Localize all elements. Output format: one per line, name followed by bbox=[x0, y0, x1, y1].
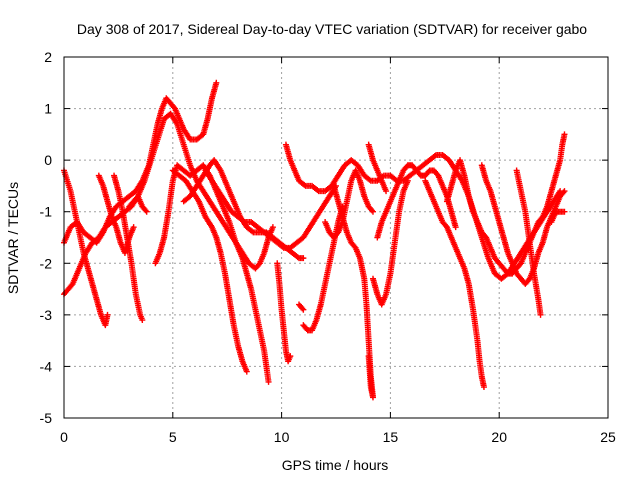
y-tick-label: -2 bbox=[40, 255, 53, 271]
data-point bbox=[560, 189, 567, 196]
series-arc-16 bbox=[330, 182, 376, 401]
data-point bbox=[480, 384, 487, 391]
data-point bbox=[300, 306, 307, 313]
data-point bbox=[404, 177, 411, 184]
data-point bbox=[68, 282, 75, 289]
data-point bbox=[255, 261, 262, 268]
series-arc-8 bbox=[169, 167, 250, 375]
series-arc-10 bbox=[202, 167, 339, 251]
data-point bbox=[538, 215, 545, 222]
y-tick-label: -1 bbox=[40, 204, 53, 220]
series-arc-7 bbox=[152, 162, 272, 385]
data-point bbox=[143, 208, 150, 215]
data-point bbox=[139, 317, 146, 324]
data-point bbox=[452, 224, 459, 231]
y-tick-label: 1 bbox=[44, 101, 52, 117]
series-arc-17 bbox=[369, 177, 411, 308]
data-point bbox=[525, 277, 532, 284]
data-point bbox=[213, 79, 220, 86]
series-arc-15 bbox=[322, 167, 376, 241]
plot-frame bbox=[63, 56, 609, 419]
axis-ticks: 0 5 10 15 20 25 -5 -4 -3 -2 -1 0 1 2 bbox=[40, 49, 616, 445]
data-point bbox=[104, 311, 111, 318]
data-point bbox=[442, 222, 449, 229]
x-tick-label: 0 bbox=[60, 429, 68, 445]
data-point bbox=[351, 243, 358, 250]
y-axis-label: SDTVAR / TECUs bbox=[5, 182, 21, 294]
x-tick-label: 20 bbox=[491, 429, 507, 445]
y-tick-label: -4 bbox=[40, 358, 53, 374]
data-points bbox=[61, 79, 568, 401]
series-arc-6 bbox=[126, 193, 150, 215]
y-tick-label: -3 bbox=[40, 307, 53, 323]
y-tick-label: -5 bbox=[40, 410, 53, 426]
series-arc-14 bbox=[296, 301, 307, 313]
data-point bbox=[365, 353, 372, 360]
y-tick-label: 2 bbox=[44, 49, 52, 65]
x-tick-label: 25 bbox=[600, 429, 616, 445]
data-point bbox=[265, 378, 272, 385]
series-arc-23 bbox=[513, 167, 544, 318]
x-tick-label: 15 bbox=[383, 429, 399, 445]
y-tick-label: 0 bbox=[44, 152, 52, 168]
data-point bbox=[482, 233, 489, 240]
series-arc-4 bbox=[95, 172, 137, 256]
data-point bbox=[269, 224, 276, 231]
data-point bbox=[369, 208, 376, 215]
x-tick-label: 5 bbox=[169, 429, 177, 445]
chart-title: Day 308 of 2017, Sidereal Day-to-day VTE… bbox=[77, 21, 587, 37]
data-point bbox=[561, 188, 568, 195]
data-point bbox=[130, 224, 137, 231]
data-point bbox=[299, 305, 306, 312]
series-arc-5 bbox=[111, 172, 146, 324]
x-tick-label: 10 bbox=[274, 429, 290, 445]
series-arc-11 bbox=[274, 260, 294, 365]
data-point bbox=[243, 368, 250, 375]
series-arc-13 bbox=[300, 203, 346, 334]
data-point bbox=[434, 171, 441, 178]
data-point bbox=[287, 353, 294, 360]
data-point bbox=[516, 261, 523, 268]
series-arc-2 bbox=[61, 79, 220, 246]
data-point bbox=[383, 188, 390, 195]
series-arc-19 bbox=[365, 141, 390, 195]
data-point bbox=[561, 131, 568, 138]
x-axis-label: GPS time / hours bbox=[282, 457, 389, 473]
data-point bbox=[334, 230, 341, 237]
data-point bbox=[368, 207, 375, 214]
series-arc-20 bbox=[422, 177, 487, 391]
data-point bbox=[170, 104, 177, 111]
data-point bbox=[300, 255, 307, 262]
data-point bbox=[537, 311, 544, 318]
data-point bbox=[561, 208, 568, 215]
data-point bbox=[142, 207, 149, 214]
series-arc-22 bbox=[478, 162, 568, 287]
series-arc-24 bbox=[548, 208, 568, 226]
series-arc-1 bbox=[61, 167, 111, 329]
series-arc-18 bbox=[374, 162, 459, 241]
